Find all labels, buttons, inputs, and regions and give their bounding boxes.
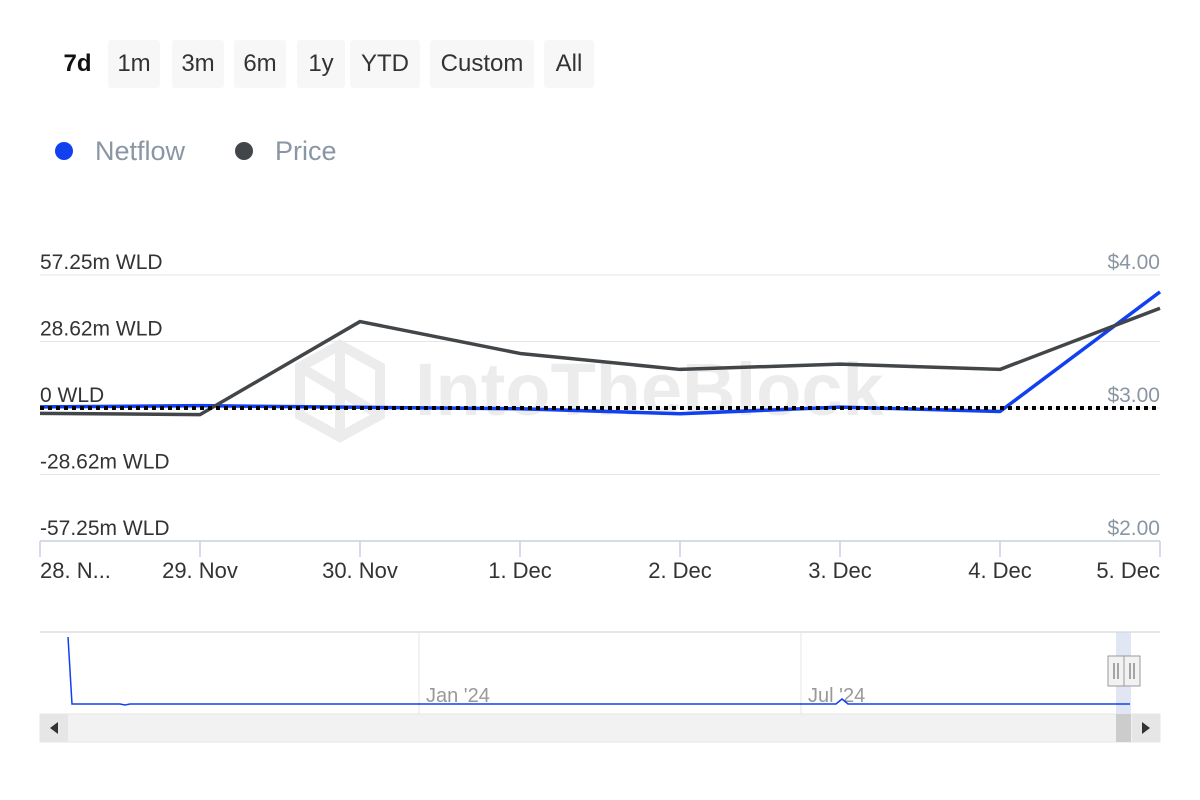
y-right-tick-label: $4.00 [1107,251,1160,274]
navigator-scrollbar-track[interactable] [39,713,1161,743]
y-axis-right: $4.00 $3.00 $2.00 [1107,251,1160,540]
navigator-series-line [67,636,1130,706]
range-1y-button[interactable]: 1y [297,40,345,88]
range-ytd-button[interactable]: YTD [350,40,420,88]
y-left-tick-label: 28.62m WLD [40,318,163,341]
x-tick-label: 5. Dec [1096,558,1160,583]
series [39,290,1162,417]
price-legend-dot [235,142,253,160]
y-left-tick-label: -57.25m WLD [40,517,170,540]
watermark: IntoTheBlock [295,339,885,443]
range-1m-button[interactable]: 1m [108,40,160,88]
y-right-tick-label: $3.00 [1107,384,1160,407]
y-right-tick-label: $2.00 [1107,517,1160,540]
x-tick-label: 28. N... [40,558,111,583]
range-custom-button[interactable]: Custom [430,40,534,88]
navigator-label: Jul '24 [808,685,865,707]
arrow-left-icon [50,722,58,734]
navigator-handle-left [1107,655,1125,687]
x-tick-label: 1. Dec [488,558,552,583]
navigator-scrollbar-thumb[interactable] [1116,714,1131,742]
navigator: Jan '24 Jul '24 [39,631,1161,743]
x-tick-label: 4. Dec [968,558,1032,583]
legend-price[interactable]: Price [235,134,337,168]
x-axis: 28. N... 29. Nov 30. Nov 1. Dec 2. Dec 3. Dec… [39,540,1161,583]
legend-netflow[interactable]: Netflow [55,134,185,168]
y-left-tick-label: 0 WLD [40,384,104,407]
navigator-label: Jan '24 [426,685,490,707]
arrow-right-icon [1142,722,1150,734]
range-3m-button[interactable]: 3m [172,40,224,88]
x-tick-label: 3. Dec [808,558,872,583]
price-legend-label: Price [275,135,337,166]
y-left-tick-label: 57.25m WLD [40,251,163,274]
series-line-price [39,306,1161,417]
navigator-handle-right [1123,655,1141,687]
range-all-button[interactable]: All [544,40,594,88]
range-7d-button[interactable]: 7d [55,40,100,88]
x-tick-label: 2. Dec [648,558,712,583]
watermark-text: IntoTheBlock [415,348,885,431]
range-6m-button[interactable]: 6m [234,40,286,88]
y-axis-left: 57.25m WLD 28.62m WLD 0 WLD -28.62m WLD -57.… [40,251,170,540]
x-tick-label: 29. Nov [162,558,238,583]
netflow-legend-dot [55,142,73,160]
netflow-legend-label: Netflow [95,135,186,166]
series-line-netflow [39,290,1162,416]
y-left-tick-label: -28.62m WLD [40,451,170,474]
x-tick-label: 30. Nov [322,558,398,583]
